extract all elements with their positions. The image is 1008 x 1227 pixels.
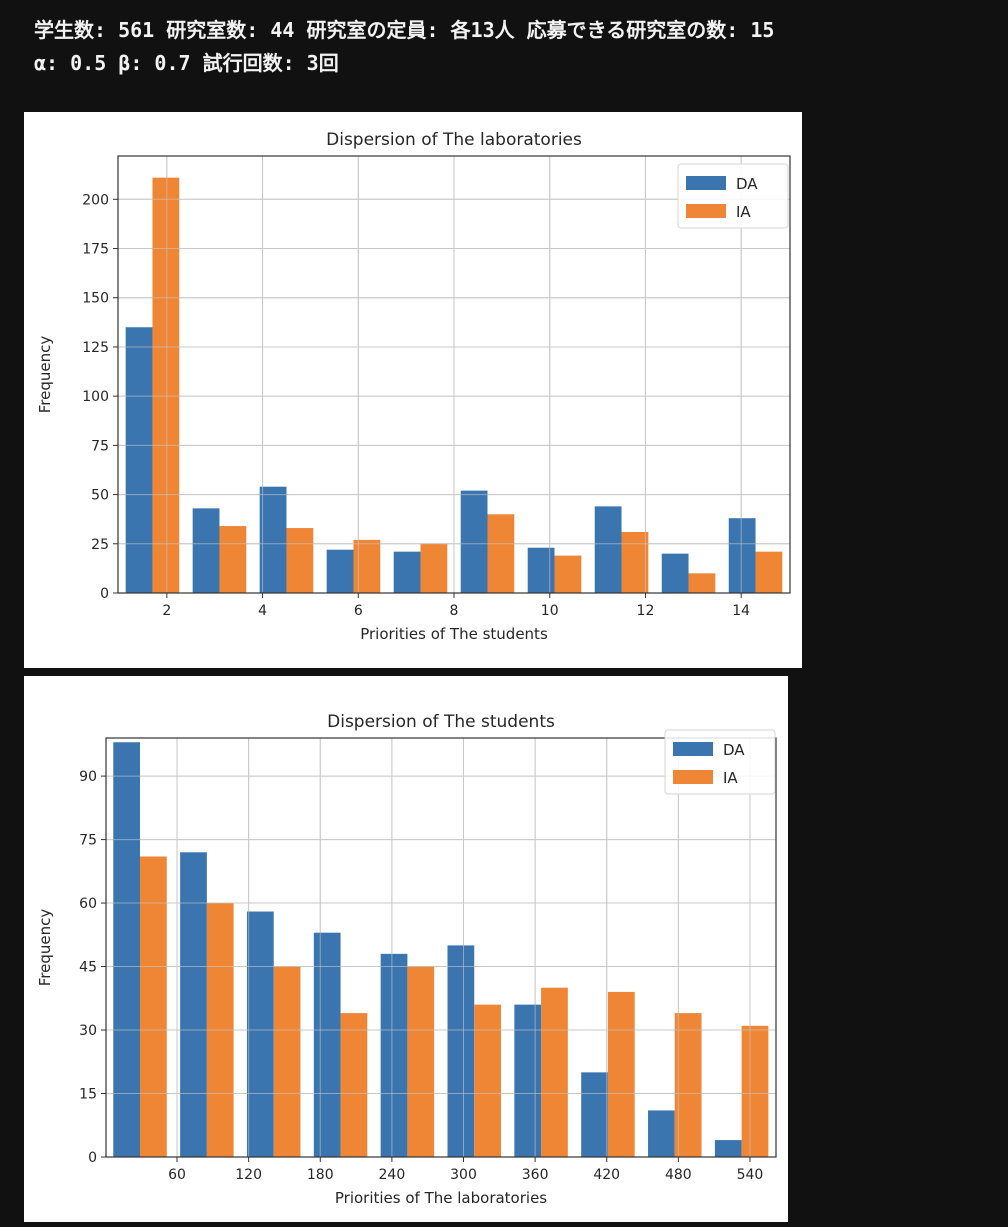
bar-da xyxy=(192,508,220,593)
laboratories-histogram-figure: 2 4 6 8 10 12 14 0 25 50 75 100 125 150 175 200 Dispersi… xyxy=(24,112,802,668)
bar-ia xyxy=(286,528,314,593)
bar-ia xyxy=(340,1013,368,1157)
bar-ia xyxy=(407,966,435,1157)
y-tick-label: 15 xyxy=(79,1087,97,1103)
x-tick-label: 360 xyxy=(522,1167,549,1183)
legend-box xyxy=(664,729,776,795)
chart-title: Dispersion of The laboratories xyxy=(326,130,582,150)
x-tick-label: 120 xyxy=(235,1167,262,1183)
bar-ia xyxy=(420,543,448,593)
bar-ia xyxy=(554,555,582,593)
x-tick-label: 480 xyxy=(665,1167,692,1183)
y-tick-label: 0 xyxy=(100,586,109,602)
parameters-line-2: α: 0.5 β: 0.7 試行回数: 3回 xyxy=(34,51,339,75)
bar-da xyxy=(714,1140,742,1157)
axes-frame xyxy=(105,737,777,1158)
x-tick-label: 6 xyxy=(354,603,363,619)
y-tick-label: 90 xyxy=(79,769,97,785)
bar-ia xyxy=(741,1025,769,1157)
bar-da xyxy=(447,945,475,1157)
bar-da xyxy=(460,490,488,593)
bar-ia xyxy=(152,177,180,594)
y-tick-label: 175 xyxy=(82,242,109,258)
x-tick-label: 540 xyxy=(737,1167,764,1183)
legend-swatch-da xyxy=(686,176,726,190)
legend-label-da: DA xyxy=(723,741,745,759)
x-tick-label: 14 xyxy=(732,603,750,619)
bar-ia xyxy=(621,531,649,593)
x-axis-label: Priorities of The students xyxy=(360,625,548,643)
y-tick-label: 0 xyxy=(88,1150,97,1166)
y-tick-label: 50 xyxy=(91,488,109,504)
x-tick-label: 2 xyxy=(162,603,171,619)
x-tick-label: 180 xyxy=(307,1167,334,1183)
y-tick-label: 25 xyxy=(91,537,109,553)
bar-ia xyxy=(273,966,301,1157)
y-tick-label: 200 xyxy=(82,192,109,208)
x-tick-label: 300 xyxy=(450,1167,477,1183)
bar-ia xyxy=(487,514,515,593)
bar-da xyxy=(180,852,207,1157)
y-tick-label: 125 xyxy=(82,340,109,356)
bar-da xyxy=(380,953,408,1157)
legend-swatch-ia xyxy=(686,204,726,218)
bar-da xyxy=(581,1072,608,1157)
y-axis-label: Frequency xyxy=(36,336,54,414)
bar-ia xyxy=(541,987,568,1157)
x-tick-label: 4 xyxy=(258,603,267,619)
y-axis-label: Frequency xyxy=(36,909,54,987)
legend-label-ia: IA xyxy=(723,769,738,787)
legend-swatch-ia xyxy=(673,770,713,784)
legend-label-ia: IA xyxy=(736,203,751,221)
x-tick-label: 10 xyxy=(541,603,559,619)
students-histogram: 60 120 180 240 300 360 420 480 540 0 15 30 45 60 75 90 D… xyxy=(36,712,777,1207)
bar-da xyxy=(728,518,756,593)
x-tick-label: 12 xyxy=(637,603,655,619)
bar-da xyxy=(113,742,141,1157)
legend-swatch-da xyxy=(673,742,713,756)
bar-da xyxy=(648,1110,675,1157)
bar-da xyxy=(527,547,555,593)
bar-ia xyxy=(607,991,635,1157)
legend-box xyxy=(677,163,789,229)
y-tick-label: 100 xyxy=(82,389,109,405)
bar-da xyxy=(125,327,153,593)
y-tick-label: 150 xyxy=(82,291,109,307)
bar-ia xyxy=(140,856,167,1157)
legend-label-da: DA xyxy=(736,175,758,193)
laboratories-histogram: 2 4 6 8 10 12 14 0 25 50 75 100 125 150 175 200 Dispersi… xyxy=(36,130,791,643)
x-tick-label: 420 xyxy=(593,1167,620,1183)
y-tick-label: 75 xyxy=(79,833,97,849)
y-tick-label: 60 xyxy=(79,896,97,912)
bar-ia xyxy=(688,573,716,593)
bar-da xyxy=(594,506,622,593)
bar-ia xyxy=(474,1004,501,1157)
bar-da xyxy=(514,1004,542,1157)
x-axis-label: Priorities of The laboratories xyxy=(335,1189,547,1207)
chart-title: Dispersion of The students xyxy=(327,712,555,732)
bar-da xyxy=(246,911,274,1157)
bar-da xyxy=(393,551,421,593)
bar-da xyxy=(661,553,689,593)
y-tick-label: 30 xyxy=(79,1023,97,1039)
bar-da xyxy=(259,486,287,593)
x-tick-label: 8 xyxy=(450,603,459,619)
bar-ia xyxy=(353,539,381,593)
y-tick-label: 75 xyxy=(91,438,109,454)
bar-da xyxy=(326,549,354,593)
x-tick-label: 60 xyxy=(168,1167,186,1183)
bar-ia xyxy=(219,526,247,593)
bar-ia xyxy=(755,551,783,593)
bar-ia xyxy=(674,1013,702,1157)
bar-da xyxy=(313,932,341,1157)
x-tick-label: 240 xyxy=(379,1167,406,1183)
students-histogram-figure: 60 120 180 240 300 360 420 480 540 0 15 30 45 60 75 90 D… xyxy=(24,676,788,1222)
y-tick-label: 45 xyxy=(79,960,97,976)
parameters-line-1: 学生数: 561 研究室数: 44 研究室の定員: 各13人 応募できる研究室の… xyxy=(34,18,775,42)
